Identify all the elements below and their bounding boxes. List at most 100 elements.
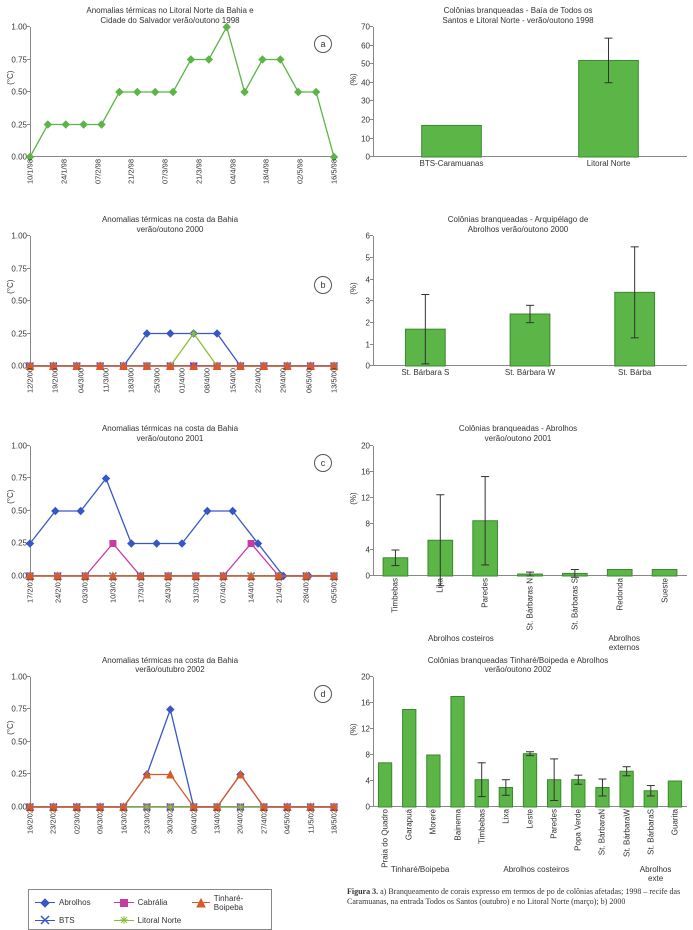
title-line: Colônias branqueadas - Arquipélago de (448, 215, 589, 224)
x-tick-label: 06/4/02 (189, 809, 198, 834)
chart-c-line: Anomalias térmicas na costa da Bahia ver… (0, 424, 340, 645)
title-line: verão/outubro 2002 (135, 665, 204, 674)
title-line: Colônias branqueadas Tinharé/Boipeda e A… (428, 656, 609, 665)
y-tick-label: 16 (361, 698, 370, 707)
page-grid: Anomalias térmicas no Litoral Norte da B… (0, 0, 693, 930)
y-tick-label: 1.00 (11, 441, 27, 450)
legend-label: Tinharé-Boipeba (214, 894, 265, 912)
x-tick-label: St. Bárba (618, 368, 651, 377)
legend-label: Cabrália (138, 898, 168, 907)
x-tick-label: Lixa (501, 809, 510, 824)
x-tick-label: 02/3/02 (72, 809, 81, 834)
chart-title: Anomalias térmicas na costa da Bahia ver… (0, 215, 340, 234)
x-tick-label: 17/2/01 (26, 578, 35, 603)
y-tick-label: 6 (366, 232, 370, 241)
y-tick-label: 12 (361, 493, 370, 502)
x-tick-label: Moreré (429, 809, 438, 834)
title-line: verão/outono 2001 (485, 434, 552, 443)
y-tick-label: 0.50 (11, 506, 27, 515)
y-tick-label: 8 (366, 519, 370, 528)
x-tick-labels: 10/1/9824/1/9807/2/9821/2/9807/3/9821/3/… (30, 157, 334, 205)
x-tick-label: BTS-Caramuanas (419, 159, 483, 168)
y-tick-label: 4 (366, 545, 370, 554)
y-tick-label: 40 (361, 78, 370, 87)
y-tick-label: 0 (366, 153, 370, 162)
x-tick-label: 04/5/02 (283, 809, 292, 834)
x-tick-label: 07/3/98 (161, 159, 170, 184)
x-tick-label: 20/4/02 (236, 809, 245, 834)
x-tick-label: St. BárbaraW (622, 809, 631, 857)
y-tick-label: 20 (361, 116, 370, 125)
x-tick-label: 01/4/00 (178, 368, 187, 393)
x-tick-labels: Praia do QuadroGarapuáMoreréBainemaTimbe… (373, 807, 687, 865)
figure-caption: Figura 3. a) Branqueamento de corais exp… (343, 887, 693, 930)
y-tick-label: 0.75 (11, 264, 27, 273)
y-axis-label: (%) (349, 492, 358, 504)
x-tick-label: St. BárbaraN (598, 809, 607, 855)
y-tick-label: 0.75 (11, 705, 27, 714)
y-tick-label: 0.25 (11, 770, 27, 779)
x-group-labels: Tinharé/BoipebaAbrolhos costeirosAbrolho… (373, 865, 687, 877)
x-tick-label: 16/3/02 (119, 809, 128, 834)
y-tick-label: 60 (361, 41, 370, 50)
plot-wrap: (°C) a 0.000.250.500.751.00 (30, 27, 334, 157)
x-tick-label: Sueste (660, 578, 669, 603)
title-line: verão/outono 2002 (485, 665, 552, 674)
x-tick-label: 08/4/00 (203, 368, 212, 393)
y-axis-label: (%) (349, 723, 358, 735)
y-tick-label: 16 (361, 467, 370, 476)
chart-c-bar: Colônias branqueadas - Abrolhos verão/ou… (343, 424, 693, 645)
chart-title: Anomalias térmicas na costa da Bahia ver… (0, 656, 340, 675)
x-tick-label: St. Bárbara W (505, 368, 555, 377)
x-tick-label: St. Bárbara S (401, 368, 449, 377)
plot-wrap: (°C) b 0.000.250.500.751.00 (30, 236, 334, 366)
x-tick-label: Praia do Quadro (381, 809, 390, 868)
x-tick-label: 29/4/00 (279, 368, 288, 393)
chart-title: Colônias branqueadas Tinharé/Boipeda e A… (343, 656, 693, 675)
x-tick-label: Timbebas (391, 578, 400, 613)
x-tick-label: 24/2/01 (53, 578, 62, 603)
chart-b-line: Anomalias térmicas na costa da Bahia ver… (0, 215, 340, 414)
y-tick-label: 1.00 (11, 672, 27, 681)
x-group-label: Abrolhos costeiros (428, 634, 494, 643)
chart-title: Colônias branqueadas - Abrolhos verão/ou… (343, 424, 693, 443)
chart-title: Anomalias térmicas na costa da Bahia ver… (0, 424, 340, 443)
x-tick-label: 05/5/01 (330, 578, 339, 603)
y-tick-label: 4 (366, 275, 370, 284)
y-tick-label: 1.00 (11, 232, 27, 241)
y-tick-label: 2 (366, 319, 370, 328)
line-chart-svg (30, 236, 334, 366)
bar-chart-svg (373, 677, 687, 807)
x-tick-label: St. Bárbaras S (570, 578, 579, 630)
plot-wrap: (°C) c 0.000.250.500.751.00 (30, 446, 334, 576)
bar (403, 709, 416, 807)
title-line: verão/outono 2000 (137, 225, 204, 234)
y-tick-label: 1 (366, 340, 370, 349)
plot-wrap: (%) 048121620 (373, 677, 687, 807)
x-tick-label: 11/3/00 (102, 368, 111, 392)
x-tick-label: 12/2/00 (26, 368, 35, 393)
title-line: Abrolhos verão/outono 2000 (468, 225, 569, 234)
y-tick-label: 0.75 (11, 55, 27, 64)
title-line: Anomalias térmicas no Litoral Norte da B… (86, 6, 253, 15)
x-group-label: Abrolhos costeiros (503, 865, 569, 874)
x-tick-label: 24/3/01 (164, 578, 173, 603)
y-axis-label: (%) (349, 74, 358, 86)
bar (668, 781, 681, 807)
y-tick-label: 4 (366, 776, 370, 785)
y-tick-label: 8 (366, 750, 370, 759)
chart-title: Colônias branqueadas - Arquipélago de Ab… (343, 215, 693, 234)
x-tick-label: 17/3/01 (136, 578, 145, 603)
x-tick-label: 18/5/02 (330, 809, 339, 834)
x-tick-label: Paredes (481, 578, 490, 608)
title-line: Anomalias térmicas na costa da Bahia (102, 656, 238, 665)
y-tick-label: 0 (366, 802, 370, 811)
x-tick-label: 02/5/98 (296, 159, 305, 184)
chart-a-bar: Colônias branqueadas - Baía de Todos os … (343, 6, 693, 205)
chart-title: Anomalias térmicas no Litoral Norte da B… (0, 6, 340, 25)
title-line: Colônias branqueadas - Baía de Todos os (444, 6, 593, 15)
x-tick-label: 15/4/00 (228, 368, 237, 393)
x-tick-label: Popa Verde (574, 809, 583, 851)
x-tick-label: 16/5/98 (330, 159, 339, 184)
legend-label: Abrolhos (59, 898, 91, 907)
